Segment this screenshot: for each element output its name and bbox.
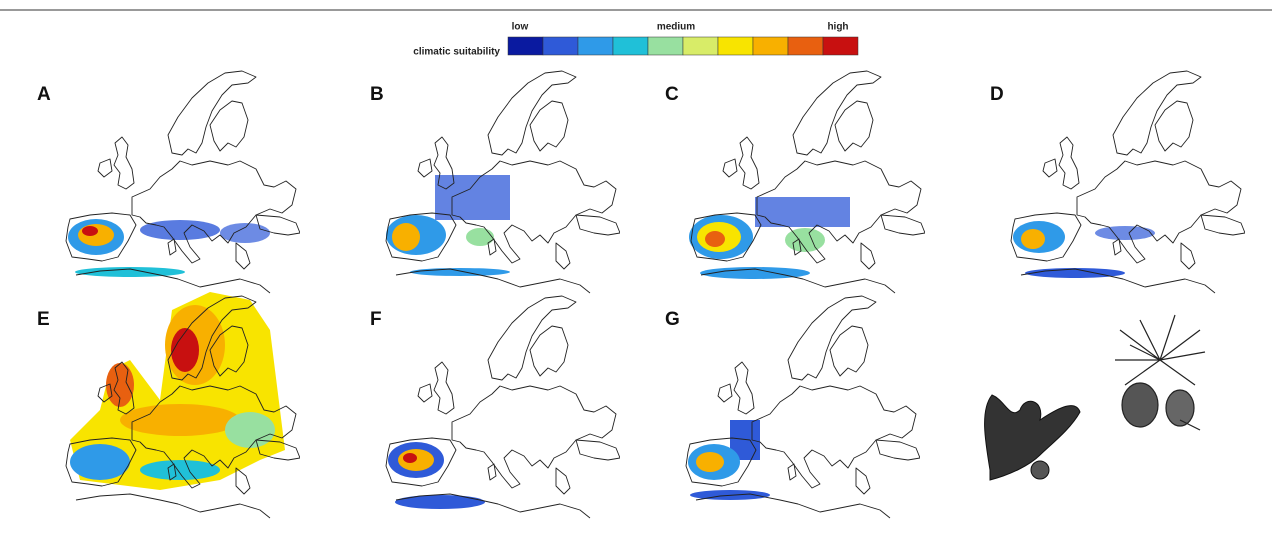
panel-label: G — [665, 309, 680, 330]
legend-swatch — [578, 37, 613, 55]
map-a — [66, 71, 300, 293]
legend-swatch — [823, 37, 858, 55]
legend-swatch — [788, 37, 823, 55]
figure: climatic suitability low medium high — [0, 0, 1272, 530]
legend-swatch — [718, 37, 753, 55]
legend-high: high — [827, 22, 848, 33]
legend-swatch — [508, 37, 543, 55]
map-f — [386, 296, 620, 518]
map-b — [386, 71, 620, 293]
legend-swatch — [753, 37, 788, 55]
panel-label: B — [370, 84, 384, 105]
map-c — [689, 71, 925, 293]
map-e — [66, 292, 300, 518]
legend-swatch — [648, 37, 683, 55]
legend-swatch — [683, 37, 718, 55]
legend-medium: medium — [657, 22, 695, 33]
panel-label: A — [37, 84, 51, 105]
panel-label: D — [990, 84, 1004, 105]
panel-label: F — [370, 309, 382, 330]
pine-illustration — [1115, 315, 1205, 430]
legend-bar — [508, 37, 858, 55]
oak-leaf-illustration — [985, 395, 1080, 480]
map-g — [686, 296, 920, 518]
map-d — [1011, 71, 1245, 293]
legend-swatch — [543, 37, 578, 55]
legend-title: climatic suitability — [413, 47, 500, 58]
legend-low: low — [512, 22, 529, 33]
panel-label: E — [37, 309, 50, 330]
panel-label: C — [665, 84, 679, 105]
legend-swatch — [613, 37, 648, 55]
